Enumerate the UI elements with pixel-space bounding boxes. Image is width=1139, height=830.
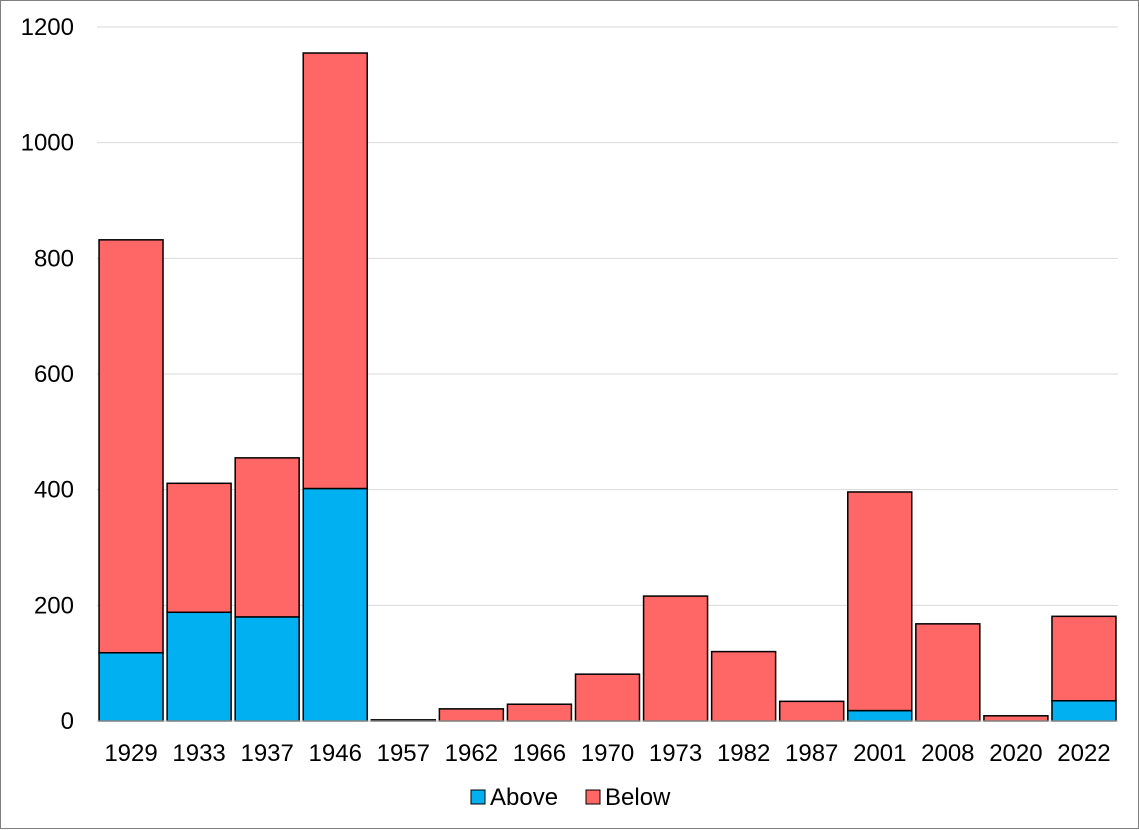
bar-below-1937 (234, 457, 300, 618)
x-tick-label: 2022 (1057, 740, 1110, 767)
x-tick-label: 2001 (853, 740, 906, 767)
bar-below-1933 (166, 482, 232, 614)
y-tick-label: 400 (34, 477, 74, 504)
bar-above-1946 (302, 487, 368, 722)
x-tick-label: 1973 (649, 740, 702, 767)
x-tick-label: 2008 (921, 740, 974, 767)
x-tick-label: 1982 (717, 740, 770, 767)
bar-below-1982 (710, 650, 777, 722)
y-tick-label: 1000 (21, 130, 74, 157)
bar-below-1929 (98, 239, 164, 654)
y-tick-label: 800 (34, 245, 74, 272)
bar-above-1929 (98, 652, 164, 722)
bar-above-2001 (847, 709, 913, 722)
bar-below-2020 (983, 715, 1049, 722)
x-tick-label: 1946 (309, 740, 362, 767)
y-tick-label: 1200 (21, 14, 74, 41)
x-tick-label: 1962 (445, 740, 498, 767)
bar-below-1946 (302, 52, 368, 490)
bar-below-1962 (438, 708, 505, 722)
x-tick-label: 1937 (240, 740, 293, 767)
x-tick-label: 2020 (989, 740, 1042, 767)
legend-label-below: Below (605, 784, 671, 811)
bar-below-1966 (506, 703, 573, 722)
y-tick-label: 0 (61, 708, 74, 735)
x-tick-label: 1966 (513, 740, 566, 767)
bar-above-1933 (166, 611, 232, 722)
legend: Above Below (470, 784, 671, 811)
bar-above-2022 (1051, 700, 1117, 722)
y-tick-label: 600 (34, 361, 74, 388)
x-axis-ticks: 1929 1933 1937 1946 1957 1962 1966 1970 1973 1982… (104, 740, 1110, 767)
bars (98, 52, 1117, 722)
y-axis-ticks: 0 200 400 600 800 1000 1200 (21, 14, 74, 735)
bar-below-2001 (847, 491, 913, 712)
x-tick-label: 1987 (785, 740, 838, 767)
bar-below-1987 (778, 700, 845, 722)
legend-swatch-above (470, 789, 486, 805)
y-tick-label: 200 (34, 592, 74, 619)
bar-below-2008 (915, 623, 981, 722)
legend-label-above: Above (490, 784, 558, 811)
legend-swatch-below (585, 789, 601, 805)
x-tick-label: 1970 (581, 740, 634, 767)
x-tick-label: 1957 (377, 740, 430, 767)
x-tick-label: 1933 (172, 740, 225, 767)
bar-below-1973 (642, 595, 709, 722)
x-tick-label: 1929 (104, 740, 157, 767)
bar-below-1970 (574, 673, 641, 722)
bar-below-2022 (1051, 615, 1117, 702)
bar-above-1937 (234, 616, 300, 722)
